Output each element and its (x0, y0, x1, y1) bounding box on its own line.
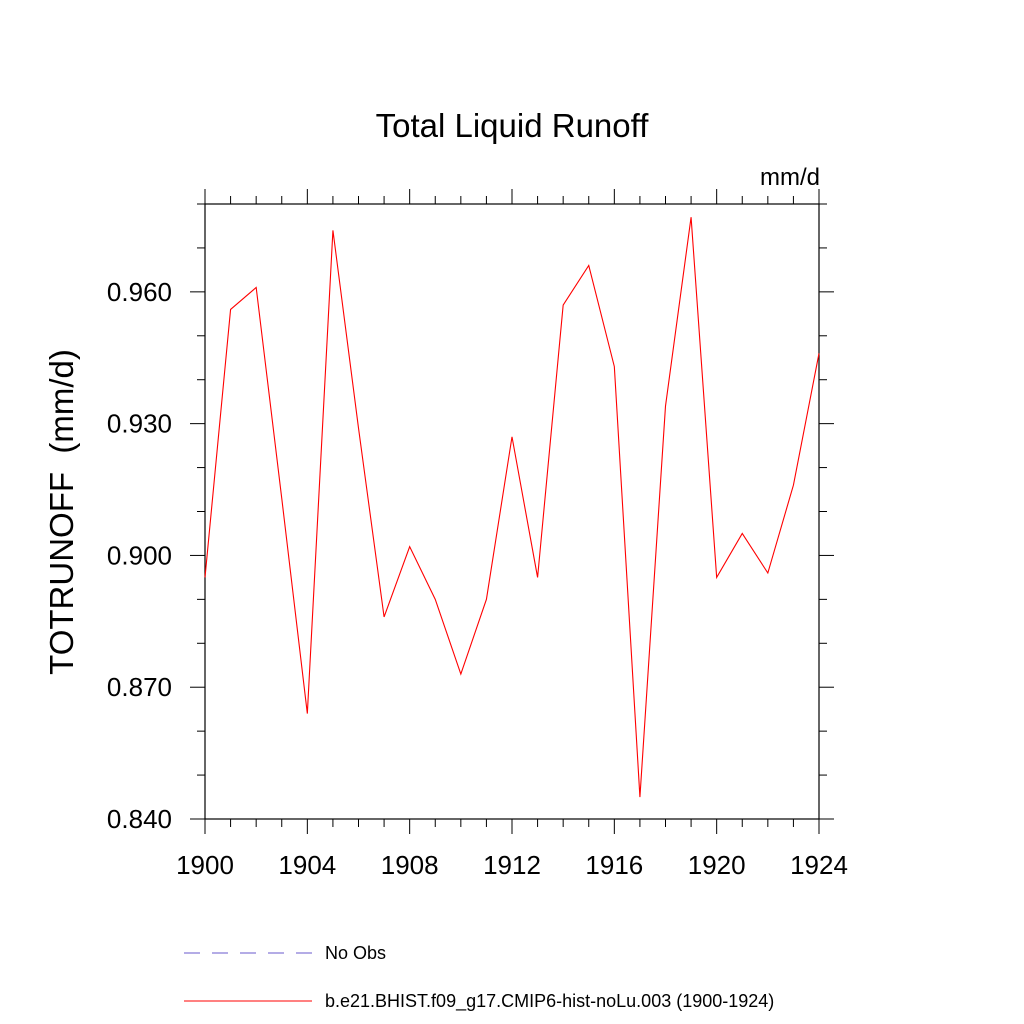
series-line (204, 217, 820, 798)
units-label: mm/d (760, 164, 820, 191)
legend-label: b.e21.BHIST.f09_g17.CMIP6-hist-noLu.003 … (325, 991, 774, 1012)
y-tick-label: 0.930 (107, 409, 172, 439)
legend-label: No Obs (325, 943, 386, 963)
y-tick-label: 0.900 (107, 540, 172, 570)
x-tick-label: 1912 (483, 850, 541, 880)
x-tick-label: 1908 (381, 850, 439, 880)
plot-frame (204, 203, 820, 820)
y-tick-label: 0.960 (107, 277, 172, 307)
y-axis-label: TOTRUNOFF (mm/d) (43, 349, 80, 675)
x-tick-label: 1904 (278, 850, 336, 880)
legend: No Obs b.e21.BHIST.f09_g17.CMIP6-hist-noL… (184, 943, 774, 1012)
x-tick-label: 1916 (585, 850, 643, 880)
x-tick-label: 1920 (688, 850, 746, 880)
plot-area: 1900 1904 1908 1912 1916 1920 1924 0.840 0.870 0.… (107, 189, 848, 880)
y-tick-label: 0.840 (107, 804, 172, 834)
chart-title: Total Liquid Runoff (376, 107, 650, 144)
x-tick-label: 1924 (790, 850, 848, 880)
x-tick-label: 1900 (176, 850, 234, 880)
y-tick-label: 0.870 (107, 672, 172, 702)
